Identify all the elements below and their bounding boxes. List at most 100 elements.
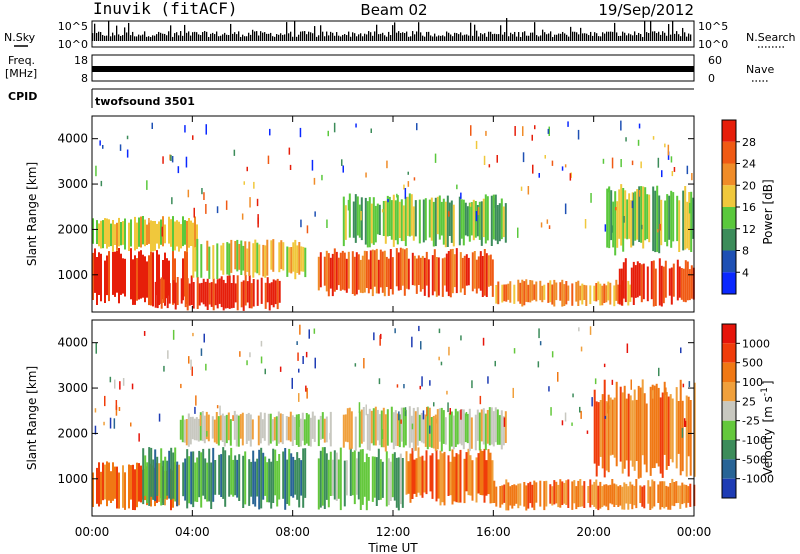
echo-cell	[222, 242, 225, 275]
echo-cell	[617, 486, 620, 507]
echo-cell	[420, 341, 422, 350]
nsky-sample	[576, 32, 578, 41]
echo-cell	[274, 449, 277, 496]
echo-cell	[110, 223, 112, 247]
nsky-sample	[350, 36, 352, 41]
nsky-sample	[414, 34, 416, 41]
echo-cell	[225, 200, 228, 210]
echo-cell	[292, 242, 295, 272]
echo-cell	[571, 283, 574, 306]
echo-cell	[355, 458, 358, 495]
echo-cell	[641, 486, 644, 507]
echo-cell	[580, 346, 583, 352]
echo-cell	[258, 244, 261, 276]
nsky-sample	[126, 32, 128, 41]
echo-cell	[389, 249, 392, 290]
echo-cell	[618, 268, 621, 305]
echo-cell	[648, 194, 651, 243]
echo-cell	[353, 256, 356, 296]
echo-cell	[361, 255, 364, 294]
echo-cell	[327, 130, 329, 137]
echo-cell	[488, 164, 491, 168]
echo-cell	[113, 418, 116, 429]
echo-cell	[397, 252, 400, 291]
nsky-sample	[610, 31, 612, 41]
echo-cell	[587, 486, 590, 503]
echo-cell	[646, 266, 649, 302]
echo-cell	[678, 266, 681, 298]
echo-cell	[228, 275, 231, 309]
nsky-sample	[406, 31, 408, 41]
echo-cell	[271, 419, 274, 442]
echo-cell	[541, 285, 544, 303]
echo-cell	[658, 367, 660, 377]
echo-cell	[234, 283, 237, 303]
echo-cell	[686, 261, 689, 301]
nsky-sample	[218, 36, 220, 41]
nsky-sample	[256, 31, 258, 41]
echo-cell	[365, 404, 367, 416]
echo-cell	[194, 406, 196, 414]
echo-cell	[376, 203, 379, 235]
echo-cell	[98, 462, 100, 507]
echo-cell	[221, 413, 224, 442]
echo-cell	[222, 447, 225, 499]
echo-cell	[540, 222, 543, 228]
echo-cell	[192, 135, 194, 140]
echo-cell	[166, 460, 169, 496]
echo-cell	[667, 396, 670, 466]
nsky-sample	[428, 31, 430, 41]
echo-cell	[531, 280, 534, 301]
echo-cell	[411, 336, 413, 348]
echo-cell	[374, 205, 377, 243]
echo-cell	[399, 247, 402, 291]
echo-cell	[102, 220, 104, 249]
nsky-sample	[454, 32, 456, 41]
echo-cell	[313, 415, 316, 442]
echo-cell	[527, 483, 530, 509]
echo-cell	[615, 279, 618, 301]
echo-cell	[677, 401, 680, 454]
echo-cell	[679, 485, 682, 509]
echo-cell	[95, 165, 97, 177]
echo-cell	[241, 412, 244, 446]
echo-cell	[642, 186, 645, 249]
echo-cell	[685, 484, 688, 508]
echo-cell	[230, 447, 233, 495]
echo-cell	[190, 451, 193, 505]
nsky-sample	[398, 31, 400, 41]
x-tick-label: 16:00	[476, 525, 511, 539]
echo-cell	[196, 224, 198, 251]
echo-cell	[396, 195, 399, 245]
echo-cell	[633, 485, 636, 506]
echo-cell	[634, 265, 637, 298]
echo-cell	[118, 217, 120, 247]
nsky-sample	[416, 31, 418, 41]
echo-cell	[188, 218, 190, 248]
nsky-sample	[674, 33, 676, 41]
echo-cell	[270, 240, 273, 270]
echo-cell	[266, 239, 269, 276]
echo-cell	[605, 401, 608, 471]
nsky-sample	[678, 34, 680, 41]
nsky-sample	[382, 32, 384, 41]
echo-cell	[220, 276, 223, 308]
echo-cell	[657, 387, 660, 467]
echo-cell	[529, 280, 532, 303]
nsky-sample	[668, 24, 670, 41]
echo-cell	[198, 450, 201, 498]
echo-cell	[604, 415, 607, 419]
echo-cell	[635, 479, 638, 509]
echo-cell	[134, 255, 136, 305]
echo-cell	[140, 216, 142, 248]
echo-cell	[403, 384, 405, 389]
nsky-sample	[228, 35, 230, 41]
echo-cell	[190, 359, 192, 370]
echo-cell	[392, 412, 395, 450]
echo-cell	[397, 457, 400, 511]
echo-cell	[384, 200, 387, 244]
echo-cell	[206, 462, 209, 502]
echo-cell	[638, 190, 641, 197]
echo-cell	[381, 209, 384, 213]
echo-cell	[664, 143, 666, 148]
